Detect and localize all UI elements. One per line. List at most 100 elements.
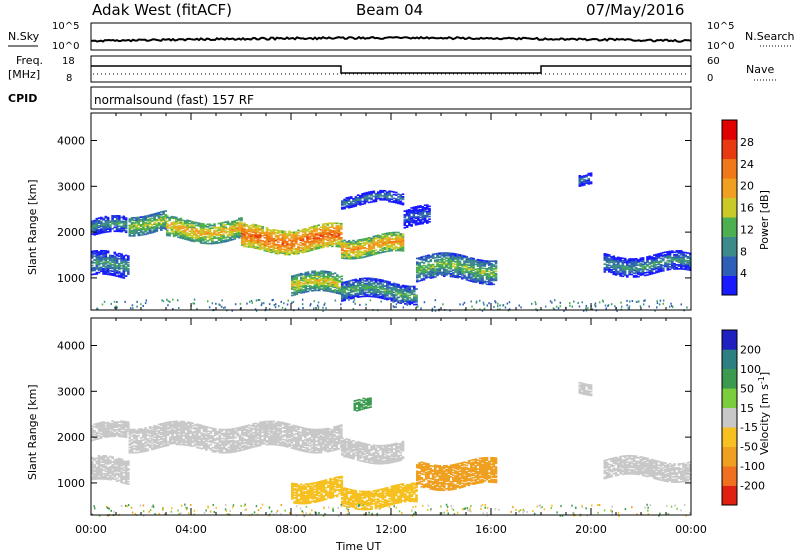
power-cell — [122, 265, 126, 268]
power-cell — [470, 259, 473, 262]
power-near-range-cell — [506, 302, 509, 305]
power-near-range-cell — [284, 307, 287, 310]
power-cell — [408, 214, 411, 216]
power-cell — [306, 236, 309, 239]
power-cell — [359, 242, 362, 245]
power-cell — [197, 232, 201, 235]
power-cell — [193, 239, 196, 242]
power-cell — [91, 229, 94, 232]
velocity-cell — [91, 464, 94, 467]
power-cell — [374, 289, 378, 292]
power-cell — [100, 216, 103, 219]
power-cell — [177, 224, 180, 227]
power-cell — [485, 278, 489, 280]
power-cell — [122, 225, 126, 228]
power-cell — [157, 224, 161, 227]
velocity-cell — [130, 445, 134, 448]
power-cell — [304, 243, 307, 246]
power-near-range-cell — [309, 304, 311, 307]
power-cell — [392, 200, 396, 202]
power-cell — [481, 262, 484, 264]
power-cell — [204, 231, 207, 233]
power-cell — [226, 228, 230, 231]
power-cell — [127, 261, 130, 264]
power-cell — [476, 273, 480, 275]
power-cell — [241, 244, 244, 246]
power-cell — [202, 238, 205, 241]
power-cell — [434, 256, 437, 259]
power-cell — [235, 233, 239, 236]
power-cell — [474, 280, 478, 282]
power-cell — [231, 227, 234, 229]
power-cell — [354, 280, 358, 282]
power-cell — [682, 258, 685, 260]
velocity-cell — [93, 423, 96, 426]
power-cell — [172, 222, 176, 225]
power-cell — [365, 278, 369, 281]
velocity-cell — [115, 458, 119, 461]
power-cell — [347, 257, 351, 260]
power-cell — [417, 217, 420, 219]
power-cell — [436, 271, 439, 274]
power-cell — [270, 238, 273, 241]
power-cell — [309, 274, 312, 277]
power-near-range-cell — [313, 300, 315, 303]
power-cell — [635, 269, 638, 272]
velocity-cell — [146, 444, 150, 447]
power-cell — [184, 222, 187, 225]
power-cell — [368, 243, 371, 246]
power-cell — [494, 265, 498, 267]
power-cell — [612, 267, 616, 269]
power-cell — [434, 268, 437, 271]
power-cell — [657, 260, 661, 263]
power-cell — [240, 217, 243, 219]
power-cell — [291, 285, 294, 288]
power-cell — [341, 283, 344, 286]
power-cell — [381, 198, 385, 201]
power-near-range-cell — [463, 301, 466, 304]
power-cell — [292, 245, 296, 248]
power-cell — [388, 242, 391, 245]
power-cell — [261, 240, 264, 242]
velocity-cell — [104, 459, 108, 461]
power-cell — [447, 261, 451, 263]
power-cell — [304, 282, 308, 284]
power-cell — [166, 233, 169, 235]
power-cell — [241, 239, 244, 241]
power-cell — [97, 256, 101, 258]
power-cell — [168, 216, 171, 219]
power-cell — [481, 261, 484, 263]
power-cell — [368, 277, 371, 280]
power-cell — [419, 216, 422, 219]
power-cell — [345, 292, 349, 295]
power-cell — [241, 232, 244, 235]
power-cell — [306, 250, 309, 253]
power-cell — [213, 233, 216, 236]
power-cell — [465, 255, 469, 258]
power-cell — [337, 238, 341, 240]
power-cell — [155, 222, 159, 225]
power-cell — [449, 252, 453, 255]
power-cell — [350, 251, 353, 254]
power-cell — [377, 251, 380, 253]
power-cell — [641, 258, 645, 261]
power-cell — [603, 256, 607, 259]
power-cell — [166, 230, 169, 233]
power-cell — [401, 238, 405, 241]
velocity-cell — [91, 462, 94, 464]
power-near-range-cell — [417, 305, 419, 308]
power-cell — [226, 231, 230, 233]
velocity-cell — [109, 460, 112, 463]
velocity-cell — [113, 473, 117, 475]
power-cell — [139, 230, 143, 233]
power-cell — [488, 266, 491, 269]
power-cell — [465, 258, 469, 261]
power-cell — [408, 209, 411, 211]
power-cell — [331, 237, 334, 240]
power-cell — [324, 229, 327, 232]
power-cell — [297, 274, 301, 277]
power-cell — [429, 277, 433, 279]
power-cell — [425, 265, 428, 268]
power-cell — [274, 251, 278, 253]
power-cell — [193, 222, 196, 225]
